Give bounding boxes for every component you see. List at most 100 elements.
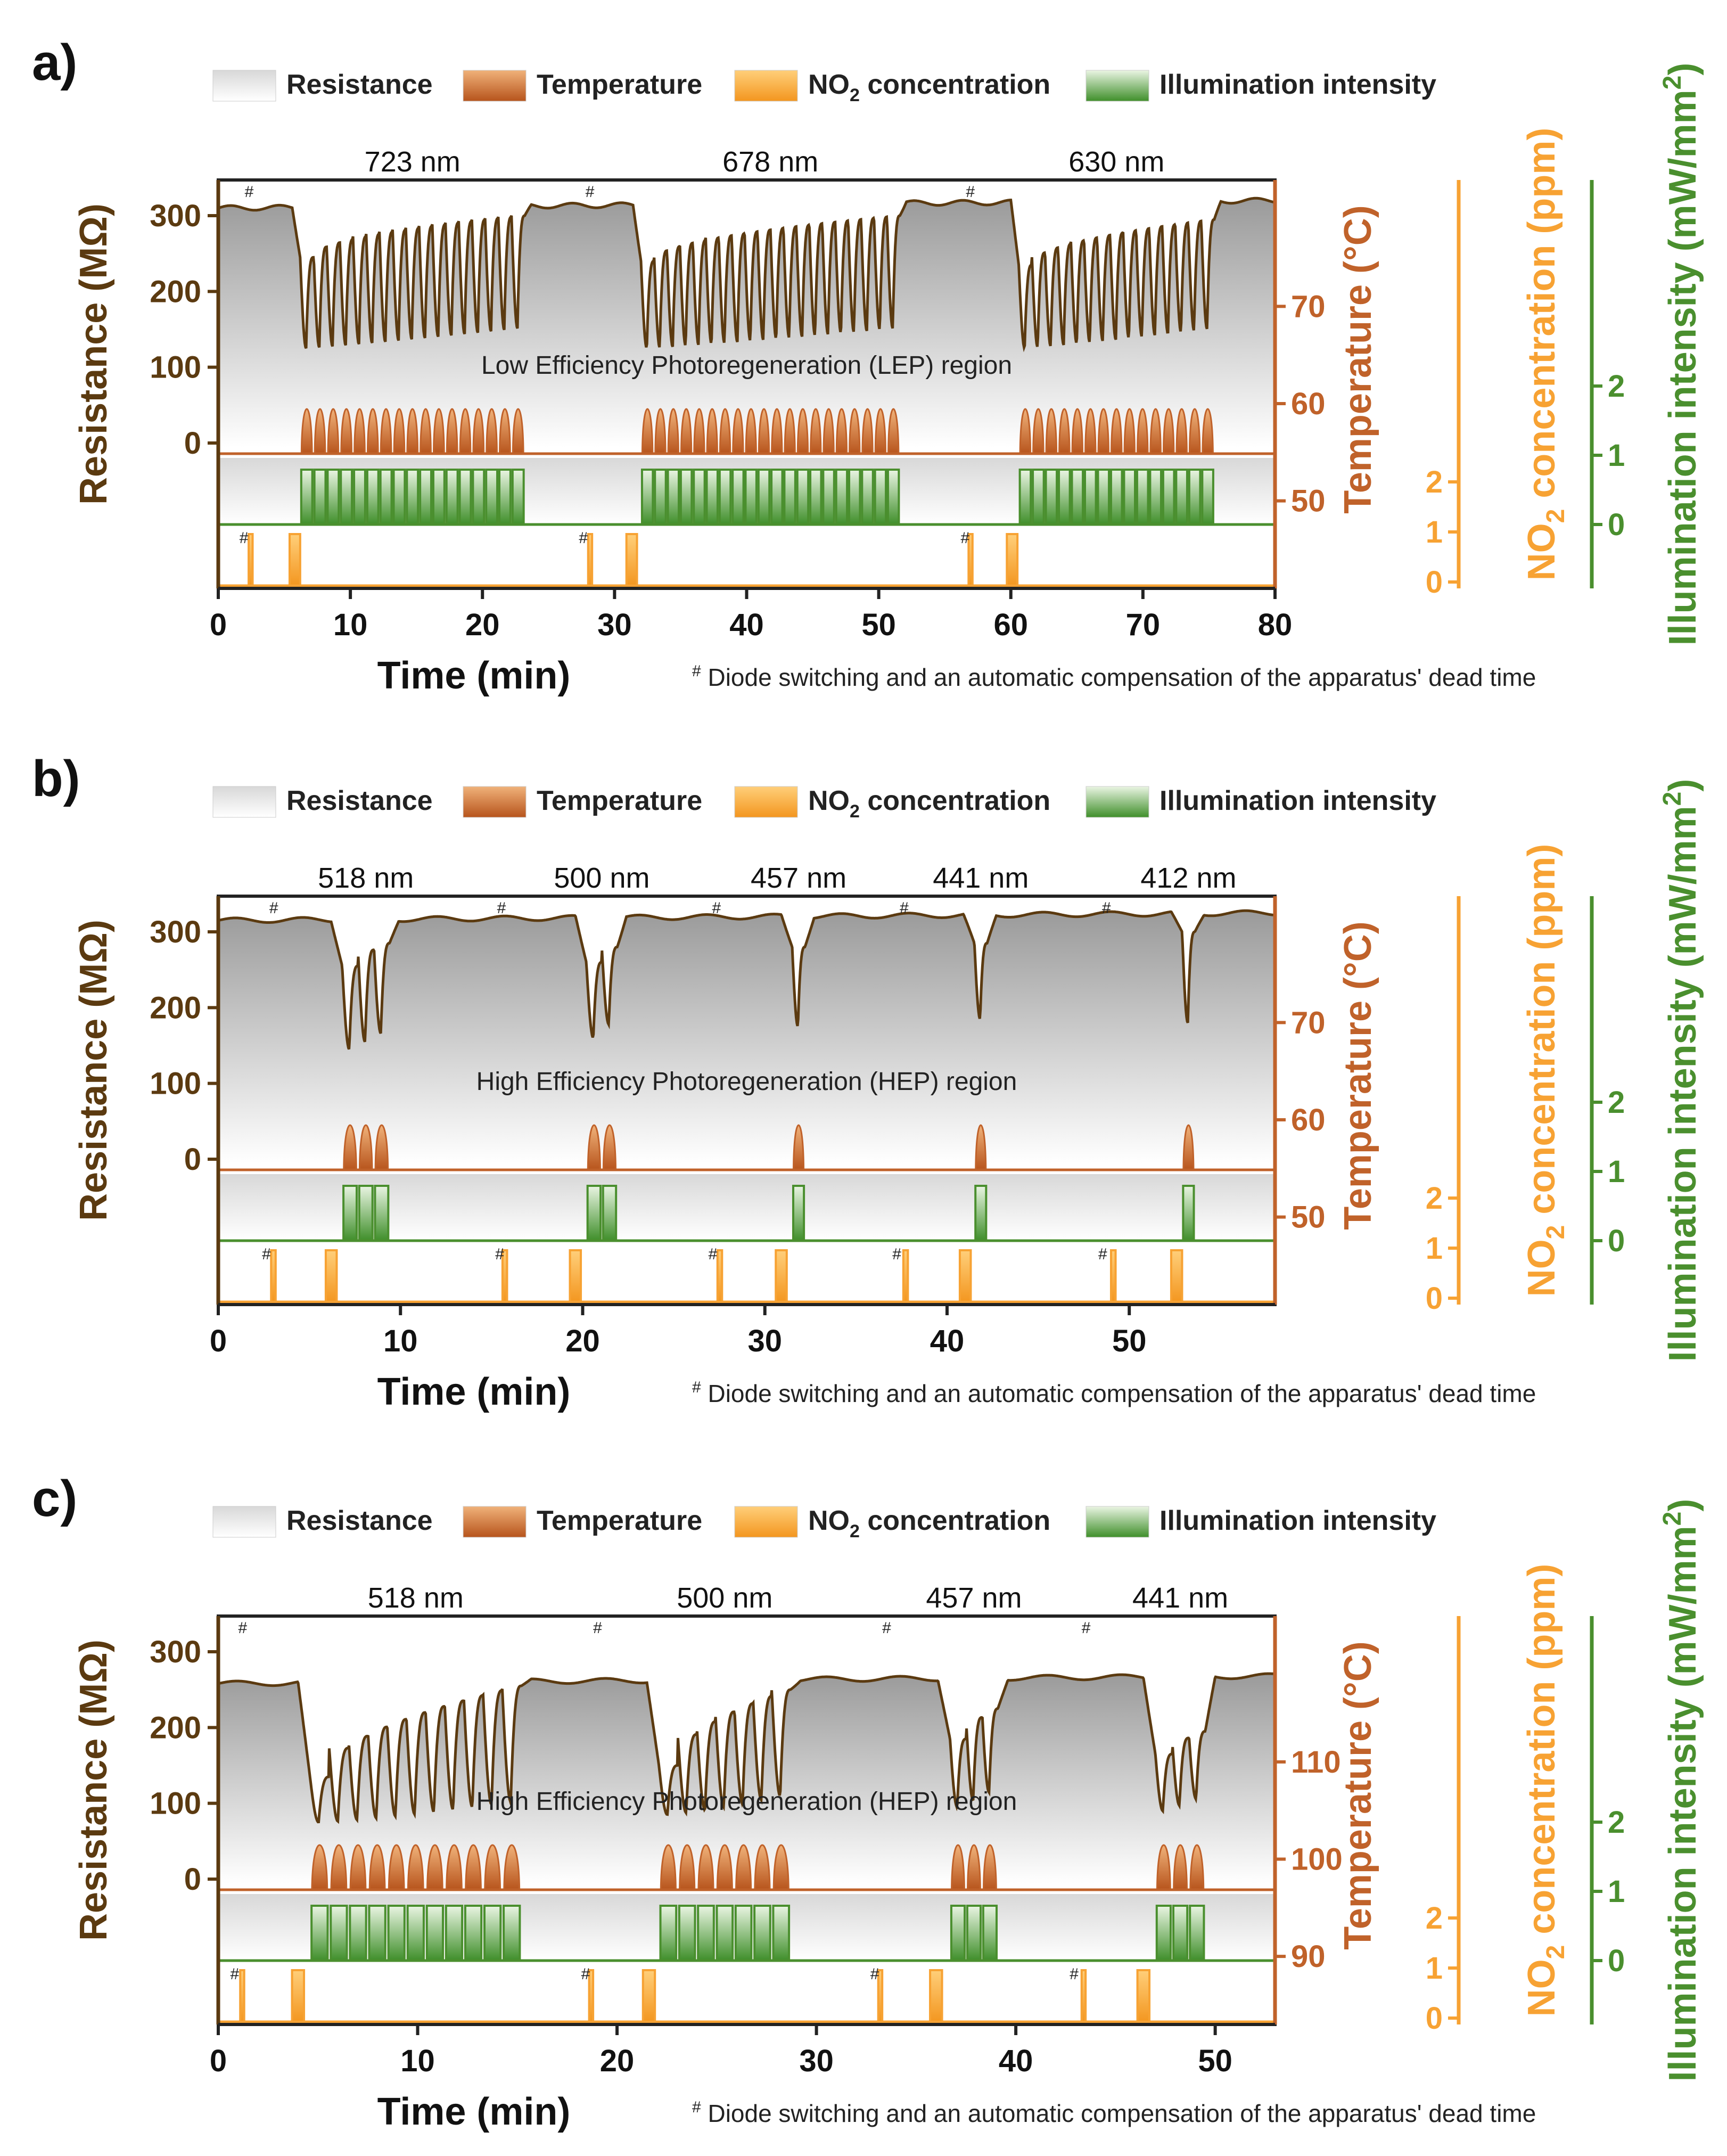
wavelength-label-3: 457 nm [926, 1582, 1022, 1614]
illumination-pulse-1-7 [425, 1905, 445, 1962]
x-tick-label-6: 50 [1112, 1324, 1147, 1358]
illumination-pulse-3-1 [950, 1905, 966, 1962]
region-label: High Efficiency Photoregeneration (HEP) … [476, 1788, 1017, 1816]
illumination-pulse-1-3 [374, 1185, 390, 1242]
temperature-tick-label-3: 110 [1291, 1745, 1341, 1780]
no2-tick-label-3: 2 [1426, 1901, 1443, 1936]
temperature-pulse-1-10 [484, 1844, 501, 1891]
illumination-title-superscript: 2 [1658, 792, 1687, 806]
footnote: # Diode switching and an automatic compe… [692, 1379, 1536, 1407]
x-axis-title: Time (min) [377, 2091, 571, 2133]
legend-no2-text: NO [808, 69, 850, 100]
temperature-axis-title: Temperature (°C) [1337, 1641, 1379, 1950]
illumination-pulse-2-14 [809, 469, 823, 526]
no2-tick-label-1: 0 [1426, 565, 1443, 600]
resistance-tick-label-3: 200 [150, 1710, 201, 1745]
legend-resistance-label: Resistance [286, 69, 433, 100]
x-tick-label-5: 40 [729, 608, 764, 642]
temperature-pulse-1-1 [311, 1844, 328, 1891]
temperature-pulse-1-8 [446, 1844, 463, 1891]
illumination-pulse-1-11 [503, 1905, 521, 1962]
illumination-pulse-1-9 [406, 469, 420, 526]
resistance-series-line [218, 1672, 1276, 1824]
illumination-pulse-3-4 [1058, 469, 1071, 526]
legend-illumination-swatch [1085, 70, 1149, 102]
temperature-pulse-1-9 [465, 1844, 482, 1891]
x-axis-title: Time (min) [377, 654, 571, 697]
illumination-pulse-1-17 [511, 469, 525, 526]
no2-title-rest: concentration (ppm) [1520, 844, 1563, 1225]
temperature-pulse-3-1 [1019, 408, 1032, 455]
resistance-axis-title: Resistance (MΩ) [72, 920, 115, 1221]
wavelength-label-1: 518 nm [368, 1582, 464, 1614]
illumination-pulse-2-16 [835, 469, 849, 526]
resistance-tick-label-4: 300 [150, 1635, 201, 1669]
illumination-pulse-1-3 [326, 469, 340, 526]
resistance-axis-title: Resistance (MΩ) [72, 1639, 115, 1941]
illumination-pulse-3-15 [1201, 469, 1214, 526]
resistance-tick-label-1: 0 [184, 1142, 201, 1177]
no2-pulse-7 [1080, 1969, 1087, 2023]
temperature-tick-label-1: 50 [1291, 1200, 1326, 1235]
temperature-pulse-4-3 [1189, 1844, 1205, 1891]
hash-mark-no2-2: # [581, 1965, 590, 1983]
temperature-pulse-1-9 [406, 408, 419, 455]
no2-pulse-9 [1109, 1249, 1117, 1304]
resistance-series-line [218, 196, 1276, 352]
legend-no2-swatch [734, 786, 798, 818]
temperature-pulse-3-13 [1175, 408, 1188, 455]
temperature-pulse-3-7 [1097, 408, 1110, 455]
illumination-tick-label-1: 0 [1608, 1944, 1625, 1978]
illumination-pulse-1-1 [300, 469, 314, 526]
hash-mark-no2-3: # [709, 1245, 718, 1263]
no2-pulse-1 [248, 533, 254, 587]
temperature-tick-label-2: 100 [1291, 1842, 1343, 1877]
temperature-pulse-3-1 [951, 1844, 965, 1891]
x-tick-label-6: 50 [1198, 2044, 1232, 2078]
no2-title-text: NO [1520, 523, 1563, 580]
x-tick-label-8: 70 [1126, 608, 1161, 642]
legend-no2-subscript: 2 [850, 1521, 860, 1542]
illumination-axis-title: Illumination intensity (mW/mm2) [1658, 779, 1704, 1362]
temperature-pulse-2-6 [706, 408, 718, 455]
resistance-fill [218, 198, 1275, 447]
illumination-pulse-3-2 [1032, 469, 1045, 526]
temperature-pulse-1-11 [503, 1844, 521, 1891]
footnote-text: Diode switching and an automatic compens… [701, 1380, 1536, 1407]
temperature-pulse-2-2 [602, 1124, 617, 1171]
illumination-pulse-2-4 [716, 1905, 734, 1962]
illumination-pulse-2-18 [861, 469, 874, 526]
temperature-pulse-1-15 [486, 408, 498, 455]
resistance-axis-title: Resistance (MΩ) [72, 203, 115, 505]
illumination-pulse-1-5 [353, 469, 366, 526]
illumination-pulse-2-5 [734, 1905, 753, 1962]
temperature-pulse-1-3 [327, 408, 340, 455]
legend-resistance-swatch [212, 70, 276, 102]
temperature-axis-title: Temperature (°C) [1337, 205, 1379, 514]
no2-tick-label-1: 0 [1426, 1281, 1443, 1316]
illumination-title-text: Illumination intensity (mW/mm [1662, 89, 1704, 645]
temperature-pulse-1-2 [330, 1844, 348, 1891]
no2-pulse-10 [1170, 1249, 1183, 1304]
legend-temperature-label: Temperature [537, 1505, 702, 1536]
hash-mark-3: # [966, 183, 975, 201]
illumination-pulse-2-3 [667, 469, 680, 526]
wavelength-label-3: 457 nm [751, 862, 846, 894]
temperature-pulse-3-8 [1110, 408, 1123, 455]
legend-no2-text: NO [808, 1505, 850, 1536]
illumination-pulse-2-6 [705, 469, 719, 526]
temperature-axis-title: Temperature (°C) [1337, 921, 1379, 1230]
illumination-pulse-2-7 [718, 469, 732, 526]
legend-temperature-swatch [463, 70, 527, 102]
illumination-pulse-1-11 [432, 469, 446, 526]
illumination-pulse-1-14 [472, 469, 486, 526]
illumination-tick-label-3: 2 [1608, 1805, 1625, 1840]
x-tick-label-1: 0 [210, 1324, 227, 1358]
temperature-pulse-2-15 [823, 408, 835, 455]
illumination-pulse-3-14 [1188, 469, 1202, 526]
illumination-tick-label-3: 2 [1608, 369, 1625, 404]
temperature-pulse-2-13 [796, 408, 809, 455]
temperature-pulse-3-12 [1162, 408, 1175, 455]
temperature-pulse-3-4 [1058, 408, 1071, 455]
illumination-title-rest: ) [1662, 1499, 1704, 1512]
